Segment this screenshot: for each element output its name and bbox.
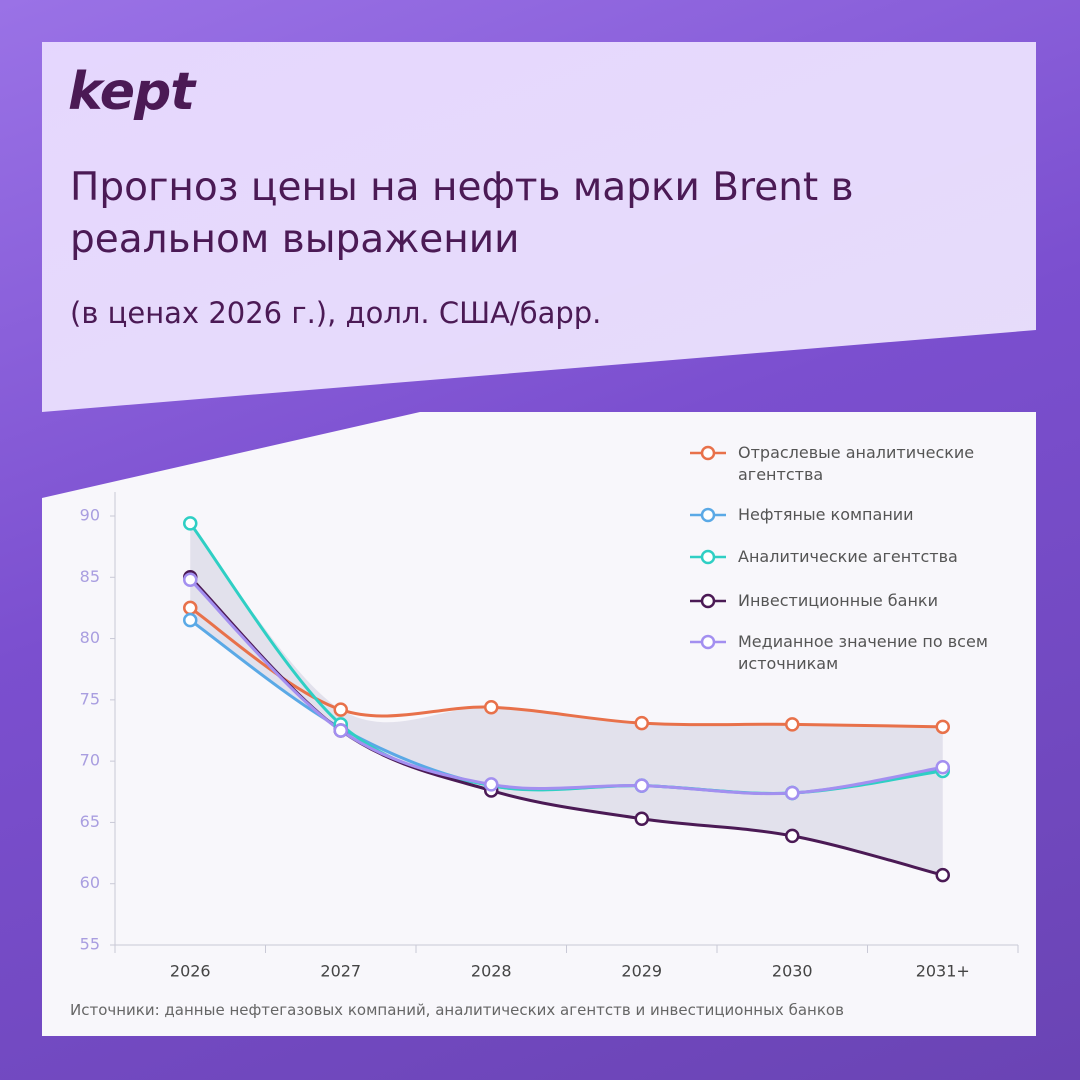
x-tick-label: 2030	[772, 962, 813, 981]
data-point	[785, 785, 800, 801]
data-point	[183, 572, 198, 587]
legend-swatch	[690, 445, 726, 461]
source-note: Источники: данные нефтегазовых компаний,…	[70, 1001, 844, 1019]
data-point	[785, 717, 800, 732]
data-point	[183, 600, 198, 616]
data-point	[484, 699, 499, 715]
legend-item: Нефтяные компании	[690, 504, 990, 528]
y-tick-label: 75	[80, 689, 100, 708]
legend-label: Аналитические агентства	[738, 547, 958, 566]
y-tick-label: 80	[80, 628, 100, 647]
y-tick-label: 85	[80, 567, 100, 586]
legend-label: Медианное значение по всем источникам	[738, 632, 988, 673]
chart-subtitle: (в ценах 2026 г.), долл. США/барр.	[70, 296, 602, 330]
data-point	[935, 867, 950, 883]
data-point	[634, 778, 649, 793]
x-tick-label: 2031+	[916, 962, 970, 981]
data-point	[183, 612, 198, 628]
data-point	[634, 715, 649, 731]
logo: kept	[68, 62, 195, 122]
data-point	[634, 811, 649, 827]
y-tick-label: 65	[80, 812, 100, 831]
legend-swatch	[690, 634, 726, 650]
data-point	[935, 760, 950, 775]
x-tick-label: 2029	[621, 962, 662, 981]
data-point	[183, 516, 198, 531]
data-point	[935, 719, 950, 735]
data-point	[333, 702, 348, 717]
legend-swatch	[690, 549, 726, 565]
series-line	[189, 578, 944, 796]
header-panel	[42, 42, 1036, 412]
legend-label: Инвестиционные банки	[738, 591, 938, 610]
range-band	[190, 523, 943, 876]
legend-swatch	[690, 507, 726, 523]
legend-item: Аналитические агентства	[690, 546, 990, 570]
y-tick-label: 90	[80, 506, 100, 525]
y-tick-label: 55	[80, 935, 100, 954]
legend-label: Отраслевые аналитические агентства	[738, 443, 975, 484]
data-point	[333, 723, 348, 738]
legend-label: Нефтяные компании	[738, 505, 914, 524]
legend-item: Инвестиционные банки	[690, 590, 990, 614]
legend-item: Отраслевые аналитические агентства	[690, 442, 990, 484]
x-tick-label: 2026	[170, 962, 211, 981]
legend-swatch	[690, 593, 726, 609]
x-tick-label: 2028	[471, 962, 512, 981]
y-tick-label: 60	[80, 873, 100, 892]
chart-title: Прогноз цены на нефть марки Brent в реал…	[70, 165, 854, 262]
x-tick-label: 2027	[320, 962, 361, 981]
y-tick-label: 70	[80, 751, 100, 770]
data-point	[785, 828, 800, 844]
data-point	[484, 777, 499, 792]
legend-item: Медианное значение по всем источникам	[690, 631, 990, 673]
